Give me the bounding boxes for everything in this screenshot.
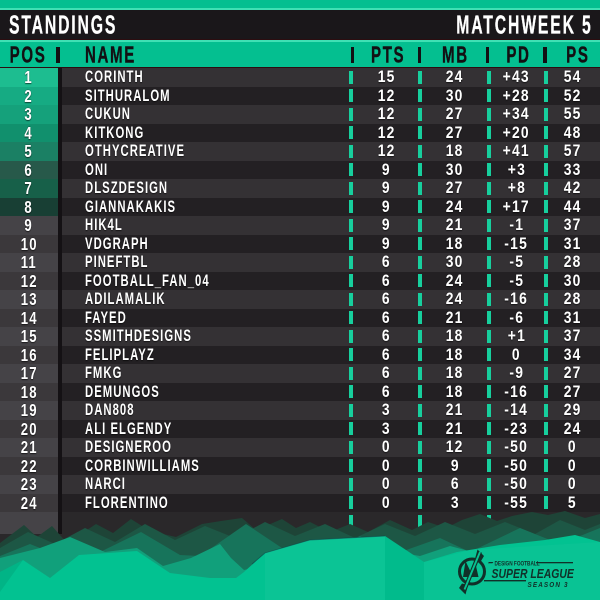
svg-text:SUPER LEAGUE: SUPER LEAGUE [492,568,575,581]
svg-text:SEASON 3: SEASON 3 [528,582,569,589]
svg-text:DESIGN FOOTBALL: DESIGN FOOTBALL [495,561,541,568]
